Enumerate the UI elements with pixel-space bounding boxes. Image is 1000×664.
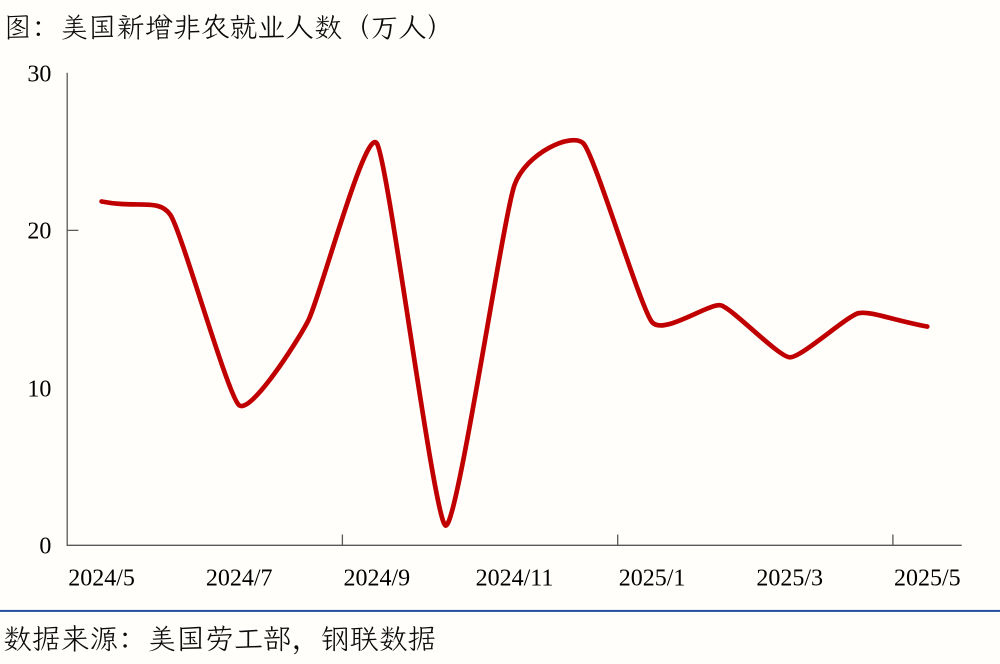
- svg-text:2025/5: 2025/5: [894, 566, 961, 592]
- svg-text:2024/5: 2024/5: [68, 566, 135, 592]
- svg-text:0: 0: [39, 534, 51, 560]
- svg-text:10: 10: [27, 376, 51, 402]
- svg-text:20: 20: [27, 219, 51, 245]
- svg-text:2024/7: 2024/7: [206, 566, 273, 592]
- svg-text:2024/11: 2024/11: [476, 566, 554, 592]
- svg-text:30: 30: [27, 62, 51, 88]
- svg-text:2024/9: 2024/9: [343, 566, 410, 592]
- svg-text:2025/1: 2025/1: [619, 566, 686, 592]
- svg-text:2025/3: 2025/3: [756, 566, 823, 592]
